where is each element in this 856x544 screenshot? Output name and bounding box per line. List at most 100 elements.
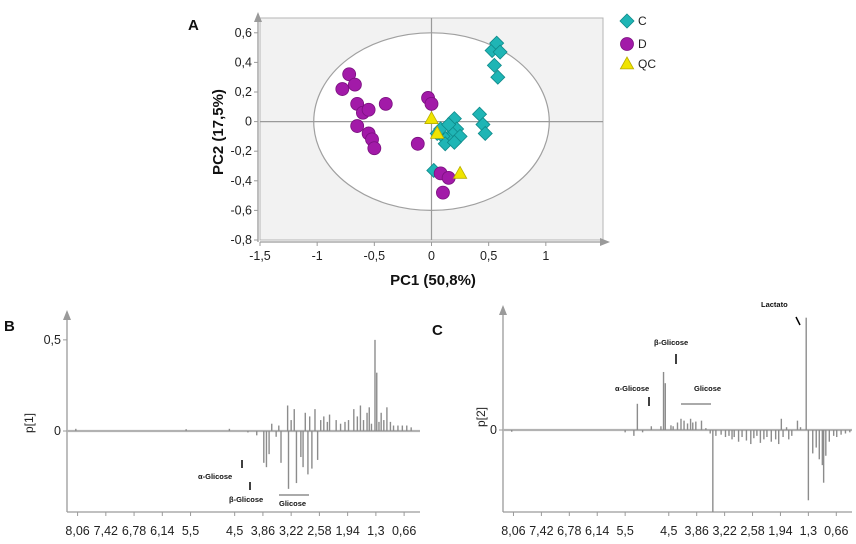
panel-a-letter: A bbox=[188, 17, 199, 34]
x-tick-label: 7,42 bbox=[529, 524, 553, 538]
panel-a-ticks: -1,5 -1 -0,5 0 0,5 1 0,6 0,4 0,2 0 -0,2 -0,4 -0,6 -0,… bbox=[230, 26, 549, 263]
alpha-glicose-label-b: α-Glicose bbox=[198, 472, 232, 481]
panel-a-x-axis-arrowhead bbox=[600, 238, 610, 246]
y-tick-label: 0,4 bbox=[235, 55, 252, 69]
x-tick-label: 3,22 bbox=[279, 524, 303, 538]
point-qc bbox=[424, 110, 439, 124]
point-d bbox=[350, 119, 365, 133]
panel-b-ticks: 8,06 7,42 6,78 6,14 5,5 4,5 3,86 3,22 2,58 1,94 1,… bbox=[44, 333, 417, 538]
legend-markers bbox=[619, 13, 635, 70]
x-tick-label: 2,58 bbox=[307, 524, 331, 538]
alpha-glicose-label-c: α-Glicose bbox=[615, 384, 649, 393]
legend: C D QC bbox=[619, 13, 656, 71]
point-d bbox=[424, 96, 439, 111]
p2-axis-title: p[2] bbox=[474, 407, 488, 427]
point-qc bbox=[429, 125, 445, 139]
x-tick-label: 5,5 bbox=[616, 524, 633, 538]
beta-glicose-label-c: β-Glicose bbox=[654, 338, 688, 347]
lactato-marker bbox=[795, 316, 801, 326]
x-tick-label: 6,78 bbox=[122, 524, 146, 538]
y-tick-label: 0,2 bbox=[235, 85, 252, 99]
panel-b-y-axis-arrowhead bbox=[63, 310, 71, 320]
panel-c-annotations: α-Glicose β-Glicose Glicose Lactato bbox=[615, 300, 801, 406]
point-d bbox=[436, 185, 450, 200]
x-tick-label: 0,66 bbox=[824, 524, 848, 538]
panel-a-points bbox=[335, 35, 508, 200]
x-tick-label: 2,58 bbox=[740, 524, 764, 538]
x-tick-label: -0,5 bbox=[364, 249, 386, 263]
y-tick-label: -0,8 bbox=[230, 233, 252, 247]
point-c bbox=[490, 69, 506, 85]
point-d bbox=[378, 96, 393, 111]
x-tick-label: 6,78 bbox=[557, 524, 581, 538]
x-tick-label: -1,5 bbox=[249, 249, 271, 263]
point-d bbox=[441, 170, 456, 185]
point-c bbox=[492, 44, 508, 60]
point-d bbox=[335, 82, 350, 96]
x-tick-label: 7,42 bbox=[94, 524, 118, 538]
panel-b: B p[1] 8,06 7,42 6,78 6,14 5,5 4,5 3,86 3,22 2,5… bbox=[4, 310, 420, 538]
x-tick-label: 5,5 bbox=[182, 524, 199, 538]
y-tick-label: 0,6 bbox=[235, 26, 252, 40]
x-tick-label: 0,66 bbox=[392, 524, 416, 538]
panel-a-y-axis-arrowhead bbox=[254, 12, 262, 22]
point-c bbox=[441, 116, 457, 133]
x-tick-label: 1,3 bbox=[800, 524, 817, 538]
panel-c-y-axis-arrowhead bbox=[499, 305, 507, 315]
legend-marker-c bbox=[619, 13, 635, 29]
y-tick-label: 0,5 bbox=[44, 333, 61, 347]
x-tick-label: 1 bbox=[542, 249, 549, 263]
point-d bbox=[410, 136, 425, 151]
x-tick-label: 3,86 bbox=[685, 524, 709, 538]
point-d bbox=[347, 77, 362, 92]
y-tick-label: -0,2 bbox=[230, 144, 252, 158]
y-tick-label: -0,4 bbox=[230, 174, 252, 188]
x-tick-label: 3,86 bbox=[251, 524, 275, 538]
legend-label-qc: QC bbox=[638, 57, 656, 71]
panel-c-ticks: 8,06 7,42 6,78 6,14 5,5 4,5 3,86 3,22 2,58 1,94 1,… bbox=[490, 423, 848, 538]
legend-marker-d bbox=[620, 37, 634, 51]
y-tick-label: 0 bbox=[490, 423, 497, 437]
pc2-axis-title: PC2 (17,5%) bbox=[210, 89, 227, 175]
panel-c-letter: C bbox=[432, 322, 443, 339]
panel-c: C p[2] 8,06 7,42 6,78 6,14 5,5 4,5 3,86 3,22 2,5… bbox=[432, 300, 852, 538]
x-tick-label: 8,06 bbox=[501, 524, 525, 538]
panel-c-axes bbox=[499, 305, 852, 513]
pc1-axis-title: PC1 (50,8%) bbox=[390, 272, 476, 289]
x-tick-label: 1,94 bbox=[335, 524, 359, 538]
x-tick-label: 0 bbox=[428, 249, 435, 263]
x-tick-label: 4,5 bbox=[660, 524, 677, 538]
panel-b-letter: B bbox=[4, 318, 15, 335]
x-tick-label: 0,5 bbox=[480, 249, 497, 263]
point-c bbox=[486, 57, 502, 73]
y-tick-label: 0 bbox=[245, 115, 252, 129]
glicose-label-c: Glicose bbox=[694, 384, 721, 393]
y-tick-label: 0 bbox=[54, 424, 61, 438]
point-c bbox=[446, 134, 462, 150]
y-tick-label: -0,6 bbox=[230, 203, 252, 217]
beta-glicose-label-b: β-Glicose bbox=[229, 495, 263, 504]
point-qc bbox=[452, 165, 468, 179]
x-tick-label: 6,14 bbox=[585, 524, 609, 538]
point-c bbox=[477, 125, 493, 142]
x-tick-label: 8,06 bbox=[65, 524, 89, 538]
legend-marker-qc bbox=[619, 56, 635, 70]
x-tick-label: 6,14 bbox=[150, 524, 174, 538]
point-d bbox=[361, 102, 376, 117]
panel-b-annotations: α-Glicose β-Glicose Glicose bbox=[198, 460, 309, 508]
panel-b-axes bbox=[63, 310, 420, 513]
panel-c-spectrum bbox=[511, 317, 851, 512]
panel-a: A -1,5 -1 -0,5 0 0,5 10,60,40,20-0,2-0,4-0,6-… bbox=[188, 12, 656, 289]
point-d bbox=[367, 141, 382, 156]
x-tick-label: -1 bbox=[312, 249, 323, 263]
glicose-label-b: Glicose bbox=[279, 499, 306, 508]
p1-axis-title: p[1] bbox=[22, 413, 36, 433]
lactato-label: Lactato bbox=[761, 300, 788, 309]
x-tick-label: 3,22 bbox=[712, 524, 736, 538]
x-tick-label: 4,5 bbox=[226, 524, 243, 538]
panel-b-spectrum bbox=[75, 339, 412, 489]
legend-label-d: D bbox=[638, 37, 647, 51]
x-tick-label: 1,94 bbox=[768, 524, 792, 538]
x-tick-label: 1,3 bbox=[367, 524, 384, 538]
